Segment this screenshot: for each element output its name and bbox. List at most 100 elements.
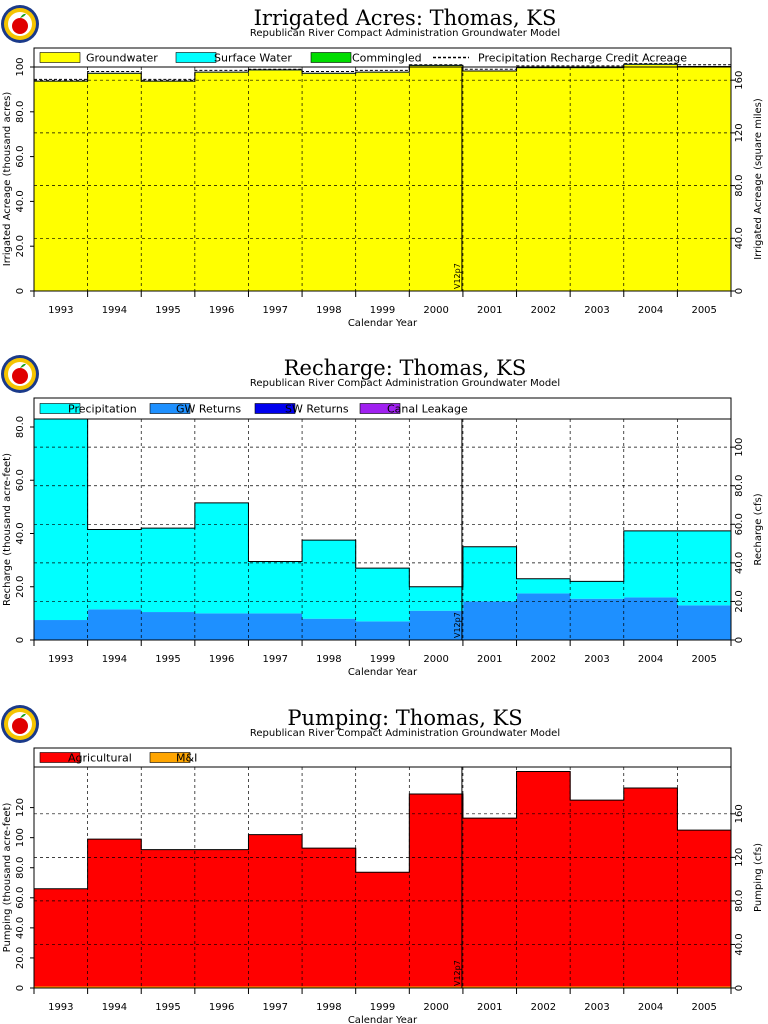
right-tick-label: 60.0 [734, 513, 745, 535]
pumping-m-i-bar-2001 [462, 986, 518, 988]
acres-groundwater-bar-2004 [623, 64, 678, 291]
left-tick-label: 100 [15, 57, 26, 76]
left-tick-label: 40.0 [15, 917, 26, 939]
acres-groundwater-bar-1993 [34, 81, 89, 291]
recharge-plot-frame [33, 418, 732, 641]
pumping-ylabel-left: Pumping (thousand acre-feet) [2, 803, 13, 953]
x-tick-label: 1993 [48, 305, 73, 316]
pumping-legend [33, 747, 732, 768]
legend-label-1: Surface Water [214, 52, 292, 65]
acres-groundwater-bar-2001 [462, 71, 518, 291]
pumping-m-i-bar-1998 [302, 986, 357, 988]
x-tick-label: 2001 [477, 654, 502, 665]
left-tick-label: 0 [15, 637, 26, 643]
legend-swatch-2 [310, 52, 352, 63]
left-tick-label: 100 [15, 828, 26, 847]
acres-ylabel-right: Irrigated Acreage (square miles) [753, 98, 764, 260]
acres-ylabel-left: Irrigated Acreage (thousand acres) [2, 92, 13, 267]
x-tick-label: 1995 [155, 654, 180, 665]
pumping-m-i-bar-1993 [34, 986, 89, 988]
legend-label-1: GW Returns [176, 403, 241, 416]
recharge-gw-returns-bar-1995 [141, 612, 196, 640]
legend-label-0: Groundwater [86, 52, 158, 65]
legend-label-3: Canal Leakage [387, 403, 468, 416]
right-tick-label: 160 [734, 71, 745, 90]
pumping-m-i-bar-1996 [194, 986, 249, 988]
legend-swatch-0 [39, 403, 81, 414]
recharge-precipitation-bar-2002 [516, 578, 571, 594]
pumping-agricultural-bar-1995 [141, 849, 196, 987]
recharge-ylabel-right: Recharge (cfs) [753, 493, 764, 565]
right-tick-label: 40.0 [734, 552, 745, 574]
pumping-m-i-bar-2004 [623, 986, 678, 988]
recharge-gw-returns-bar-1999 [355, 621, 410, 640]
left-tick-label: 20.0 [15, 576, 26, 598]
legend-label-0: Precipitation [68, 403, 137, 416]
x-tick-label: 2001 [477, 305, 502, 316]
legend-swatch-0 [39, 52, 81, 63]
legend-swatch-1 [149, 403, 191, 414]
x-tick-label: 2005 [691, 305, 716, 316]
recharge-precipitation-bar-1993 [34, 419, 89, 621]
version-annotation: V12p7 [453, 960, 462, 986]
x-tick-label: 1997 [263, 305, 288, 316]
x-tick-label: 1999 [370, 654, 395, 665]
version-annotation: V12p7 [453, 612, 462, 638]
recharge-precipitation-bar-2005 [677, 530, 732, 606]
pumping-m-i-bar-1994 [87, 986, 142, 988]
recharge-precipitation-bar-1995 [141, 528, 196, 613]
x-tick-label: 2005 [691, 1002, 716, 1013]
x-tick-label: 1999 [370, 1002, 395, 1013]
pumping-agricultural-bar-1999 [355, 872, 410, 987]
x-tick-label: 2004 [638, 305, 663, 316]
recharge-precipitation-bar-1997 [248, 561, 303, 614]
recharge-gw-returns-bar-2000 [409, 610, 464, 640]
pumping-total-outline [34, 771, 731, 890]
right-tick-label: 0 [734, 288, 745, 294]
recharge-gw-returns-bar-1993 [34, 620, 89, 640]
logo-apple [12, 718, 28, 734]
recharge-precipitation-bar-2000 [409, 586, 464, 611]
recharge-gw-returns-bar-1998 [302, 618, 357, 640]
x-tick-label: 1999 [370, 305, 395, 316]
recharge-gw-returns-bar-2002 [516, 593, 571, 640]
legend-label-2: SW Returns [285, 403, 349, 416]
right-tick-label: 0 [734, 637, 745, 643]
pumping-agricultural-bar-2001 [462, 818, 518, 987]
x-tick-label: 1996 [209, 1002, 234, 1013]
recharge-gw-returns-bar-1994 [87, 609, 142, 640]
pumping-agricultural-bar-1996 [194, 849, 249, 987]
acres-groundwater-bar-2000 [409, 65, 464, 291]
left-tick-label: 20.0 [15, 947, 26, 969]
right-tick-label: 80.0 [734, 890, 745, 912]
right-tick-label: 160 [734, 804, 745, 823]
x-tick-label: 1998 [316, 305, 341, 316]
recharge-gw-returns-bar-2003 [570, 598, 625, 640]
pumping-agricultural-bar-2004 [623, 788, 678, 987]
recharge-precipitation-bar-2003 [570, 581, 625, 599]
acres-groundwater-bar-1995 [141, 81, 196, 291]
pumping-m-i-bar-2003 [570, 986, 625, 988]
acres-title: Irrigated Acres: Thomas, KS [254, 6, 557, 30]
x-tick-label: 2004 [638, 654, 663, 665]
left-tick-label: 40.0 [15, 522, 26, 544]
pumping-agricultural-bar-2003 [570, 800, 625, 987]
recharge-subtitle: Republican River Compact Administration … [250, 378, 560, 389]
left-tick-label: 120 [15, 798, 26, 817]
x-tick-label: 2003 [584, 654, 609, 665]
legend-swatch-3 [359, 403, 401, 414]
x-tick-label: 2000 [423, 1002, 448, 1013]
left-tick-label: 60.0 [15, 469, 26, 491]
pumping-agricultural-bar-2000 [409, 794, 464, 987]
left-tick-label: 40.0 [15, 190, 26, 212]
pumping-m-i-bar-1999 [355, 986, 410, 988]
recharge-precipitation-bar-1999 [355, 568, 410, 622]
logo-leaf [20, 13, 26, 18]
x-tick-label: 1996 [209, 654, 234, 665]
left-tick-label: 60.0 [15, 887, 26, 909]
pumping-agricultural-bar-1994 [87, 839, 142, 987]
x-tick-label: 2005 [691, 654, 716, 665]
right-tick-label: 20.0 [734, 590, 745, 612]
legend-swatch-0 [39, 752, 81, 763]
